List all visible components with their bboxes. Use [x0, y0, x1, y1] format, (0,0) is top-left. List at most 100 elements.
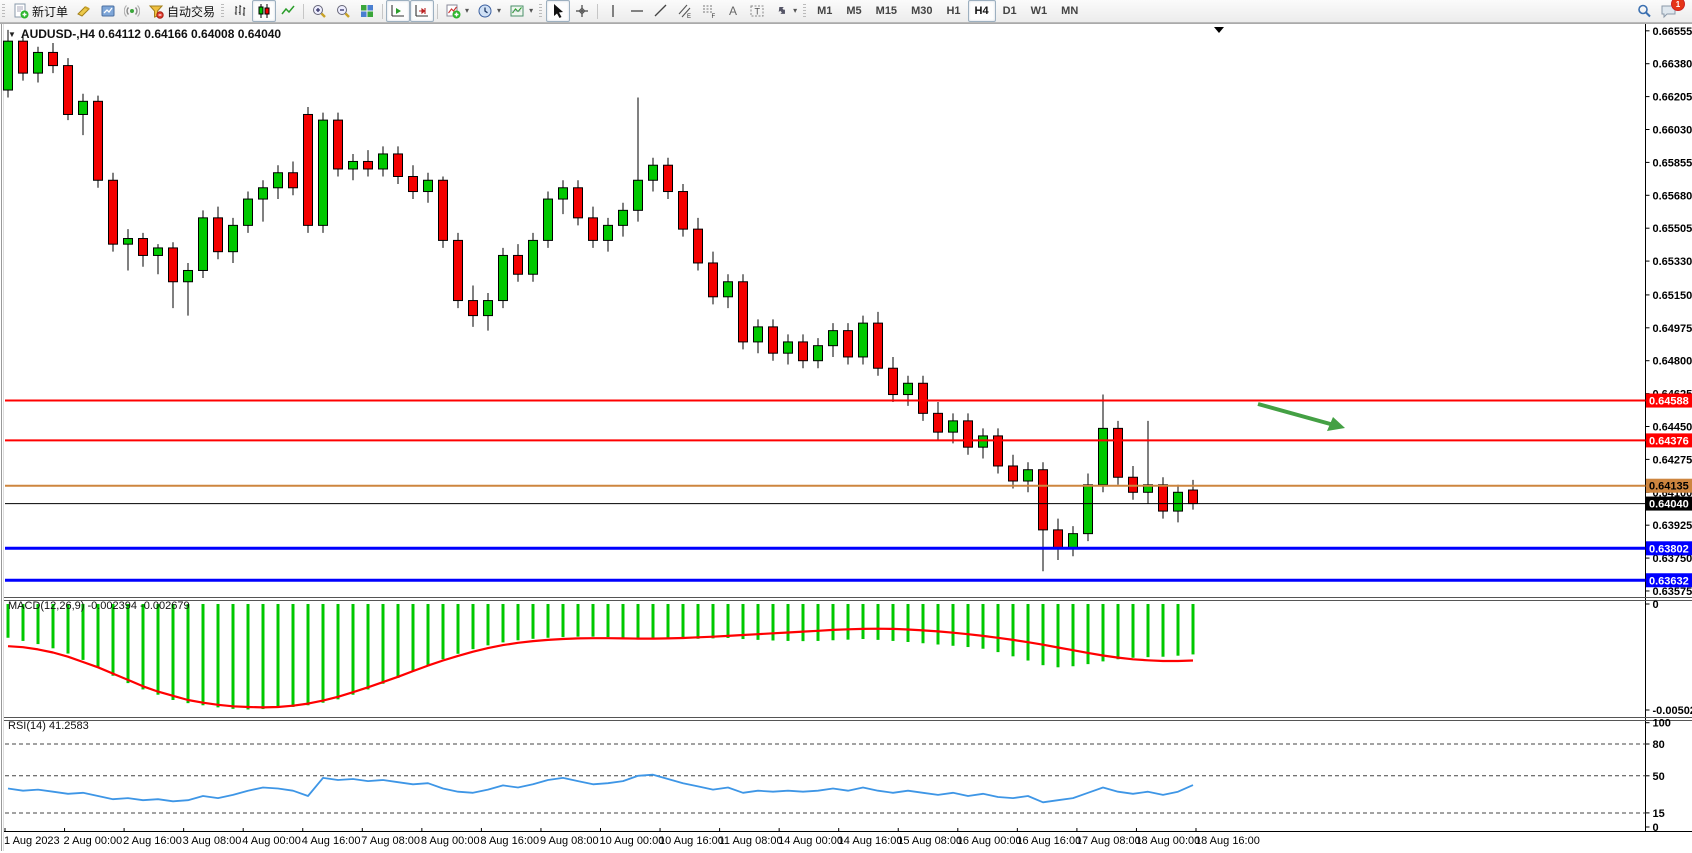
signals-button[interactable]	[120, 0, 144, 22]
candle	[258, 180, 268, 222]
candle	[63, 58, 73, 121]
candle-body	[243, 198, 253, 226]
symbol-dropdown-icon[interactable]: ▼	[8, 29, 16, 39]
candle-body	[1053, 529, 1063, 550]
chart-canvas[interactable]: 0.66555 0.66380 0.66205 0.66030 0.65855 0.656…	[0, 22, 1692, 853]
time-axis-label: 8 Aug 00:00	[421, 835, 480, 847]
timeframe-button-m30[interactable]: M30	[911, 5, 933, 17]
new-order-icon	[13, 3, 29, 19]
price-line-064588[interactable]: 0.64588	[5, 393, 1692, 408]
candle	[438, 176, 448, 248]
time-axis: 1 Aug 2023 2 Aug 00:00 2 Aug 16:00 3 Aug 08…	[4, 828, 1260, 847]
trend-arrow[interactable]	[1257, 402, 1345, 431]
trendline-tool-button[interactable]	[649, 0, 673, 22]
profile-icon	[100, 3, 116, 19]
bar-chart-button[interactable]	[228, 0, 252, 22]
candle-body	[978, 435, 988, 448]
candle-body	[648, 164, 658, 181]
new-order-button[interactable]: 新订单	[9, 0, 72, 22]
time-axis-label: 2 Aug 00:00	[64, 835, 123, 847]
text-tool-button[interactable]: A	[721, 0, 745, 22]
candle	[813, 338, 823, 369]
macd-histogram-bar	[516, 604, 520, 641]
candle	[993, 428, 1003, 474]
timeframe-button-h1[interactable]: H1	[946, 5, 961, 17]
timeframe-button-w1[interactable]: W1	[1030, 5, 1048, 17]
shapes-caret-icon: ▾	[793, 6, 798, 15]
macd-histogram-bar	[501, 604, 505, 643]
zoom-out-button[interactable]	[331, 0, 355, 22]
profile-button[interactable]	[96, 0, 120, 22]
macd-histogram-bar	[171, 604, 175, 700]
price-line-063632[interactable]: 0.63632	[5, 573, 1692, 588]
timeframe-button-mn[interactable]: MN	[1061, 5, 1079, 17]
price-axis-tick: 0.66555	[1653, 26, 1692, 38]
candle	[423, 172, 433, 203]
price-line-label-box	[1646, 478, 1692, 493]
horizontal-line-tool-button[interactable]	[625, 0, 649, 22]
auto-scroll-button[interactable]	[386, 0, 411, 22]
toolbar-grip[interactable]	[221, 4, 225, 18]
candle-body	[168, 247, 178, 283]
indicators-button[interactable]: ▾	[441, 0, 473, 22]
price-axis-tick: 0.63575	[1653, 586, 1692, 598]
candle-body	[33, 51, 43, 74]
price-line-064376[interactable]: 0.64376	[5, 433, 1692, 448]
toolbar-grip[interactable]	[803, 4, 807, 18]
chart-shift-icon	[414, 3, 430, 19]
candle-body	[393, 153, 403, 177]
timeframe-button-d1[interactable]: D1	[1002, 5, 1017, 17]
vertical-line-tool-button[interactable]	[601, 0, 625, 22]
macd-histogram-bar	[141, 604, 145, 690]
search-button[interactable]	[1632, 0, 1656, 22]
chart-shift-button[interactable]	[410, 0, 435, 22]
cursor-tool-button[interactable]	[546, 0, 571, 22]
macd-histogram-bar	[1131, 604, 1135, 658]
candle-body	[1113, 427, 1123, 478]
label-tool-button[interactable]: T	[745, 0, 769, 22]
tile-windows-button[interactable]	[355, 0, 379, 22]
timeframe-button-m5[interactable]: M5	[846, 5, 862, 17]
candle	[678, 184, 688, 237]
candle	[828, 323, 838, 357]
price-axis: 0.66555 0.66380 0.66205 0.66030 0.65855 0.656…	[1645, 26, 1692, 598]
fibonacci-tool-button[interactable]: F	[697, 0, 721, 22]
channel-tool-button[interactable]: E	[673, 0, 697, 22]
periods-button[interactable]: ▾	[473, 0, 505, 22]
candle	[978, 428, 988, 459]
candle	[618, 202, 628, 237]
candle-body	[1068, 533, 1078, 550]
candlestick-chart-button[interactable]	[252, 0, 277, 22]
price-axis-tick: 0.66030	[1653, 125, 1692, 137]
auto-trading-button[interactable]: 自动交易	[144, 0, 219, 22]
zoom-in-button[interactable]	[307, 0, 331, 22]
chat-button[interactable]: 1	[1656, 0, 1685, 22]
candle	[633, 97, 643, 222]
macd-histogram-bar	[1116, 604, 1120, 660]
candle-body	[48, 51, 58, 67]
macd-histogram-bar	[951, 604, 955, 646]
candle-body	[18, 40, 28, 74]
styler-button[interactable]	[72, 0, 96, 22]
candle-body	[768, 326, 778, 354]
toolbar-grip[interactable]	[539, 4, 543, 18]
timeframe-button-m15[interactable]: M15	[875, 5, 898, 17]
timeframe-button-m1[interactable]: M1	[817, 5, 833, 17]
templates-button[interactable]: ▾	[505, 0, 537, 22]
macd-histogram-bar	[366, 604, 370, 690]
chart-shift-marker[interactable]	[1214, 27, 1224, 33]
candle	[378, 146, 388, 177]
shapes-tool-button[interactable]: ▾	[769, 0, 801, 22]
candle-body	[738, 281, 748, 343]
timeframe-button-h4[interactable]: H4	[967, 0, 996, 22]
price-line-064040[interactable]: 0.64040	[5, 496, 1692, 511]
price-line-064135[interactable]: 0.64135	[5, 478, 1692, 493]
candle-body	[993, 435, 1003, 467]
toolbar-grip[interactable]	[2, 4, 5, 18]
line-chart-button[interactable]	[276, 0, 300, 22]
candle	[153, 244, 163, 275]
candle-body	[633, 179, 643, 211]
candle	[798, 334, 808, 369]
price-line-063802[interactable]: 0.63802	[5, 541, 1692, 556]
crosshair-tool-button[interactable]	[570, 0, 594, 22]
